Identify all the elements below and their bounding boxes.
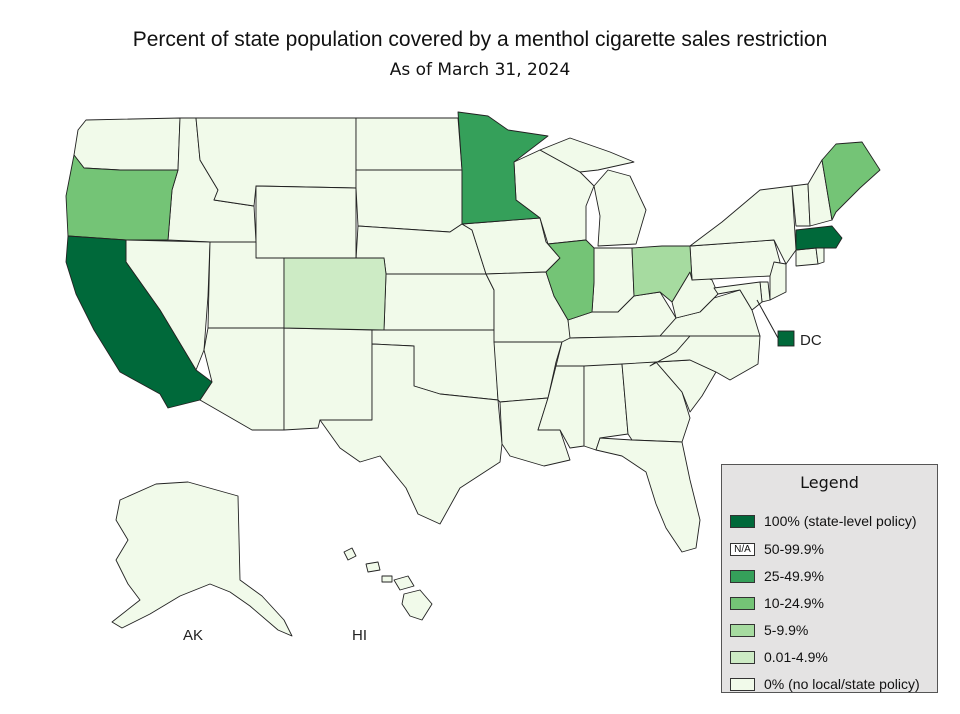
legend-label: 50-99.9% xyxy=(764,541,824,557)
legend-swatch: N/A xyxy=(730,542,755,556)
legend-title: Legend xyxy=(800,473,859,492)
dc-leader-line xyxy=(756,299,779,339)
state-south-dakota xyxy=(355,169,463,233)
legend-swatch xyxy=(730,569,755,583)
state-new-jersey xyxy=(769,261,787,301)
legend-item: 0% (no local/state policy) xyxy=(730,675,920,693)
dc-marker xyxy=(777,330,795,347)
legend-item: 25-49.9% xyxy=(730,567,824,585)
map-subtitle: As of March 31, 2024 xyxy=(389,60,571,80)
state-maryland xyxy=(713,281,763,311)
state-minnesota xyxy=(457,111,549,225)
state-kansas xyxy=(383,273,495,331)
state-illinois xyxy=(545,239,595,321)
state-colorado xyxy=(283,257,387,331)
legend-label: 25-49.9% xyxy=(764,568,824,584)
legend: Legend 100% (state-level policy) N/A 50-99… xyxy=(721,464,938,693)
state-florida xyxy=(595,437,701,553)
state-ohio xyxy=(631,245,693,303)
legend-swatch xyxy=(730,650,755,664)
hi-label: HI xyxy=(352,627,367,644)
state-michigan-lower xyxy=(593,169,647,247)
state-arizona xyxy=(199,327,285,431)
state-north-dakota xyxy=(355,117,463,171)
legend-swatch xyxy=(730,596,755,610)
legend-swatch xyxy=(730,514,755,528)
legend-label: 100% (state-level policy) xyxy=(764,513,917,529)
legend-swatch xyxy=(730,677,755,691)
legend-label: 0.01-4.9% xyxy=(764,649,828,665)
legend-item: 5-9.9% xyxy=(730,621,808,639)
state-vermont xyxy=(791,183,811,227)
dc-label: DC xyxy=(800,332,822,349)
state-michigan-upper xyxy=(539,137,635,173)
state-washington xyxy=(73,117,181,171)
legend-item: 100% (state-level policy) xyxy=(730,512,917,530)
legend-item: 10-24.9% xyxy=(730,594,824,612)
legend-label: 10-24.9% xyxy=(764,595,824,611)
legend-swatch xyxy=(730,623,755,637)
state-hawaii xyxy=(343,547,433,621)
ak-label: AK xyxy=(183,627,203,644)
state-california xyxy=(65,235,213,409)
legend-item: N/A 50-99.9% xyxy=(730,540,824,558)
state-massachusetts xyxy=(795,225,843,251)
state-alabama xyxy=(583,363,629,451)
state-maine xyxy=(821,141,881,221)
legend-item: 0.01-4.9% xyxy=(730,648,828,666)
state-connecticut xyxy=(795,247,819,267)
map-title: Percent of state population covered by a… xyxy=(132,28,828,51)
state-texas xyxy=(319,343,503,525)
legend-label: 0% (no local/state policy) xyxy=(764,676,920,692)
state-north-carolina xyxy=(649,335,761,381)
state-alaska xyxy=(111,481,293,637)
state-wyoming xyxy=(255,185,357,261)
legend-label: 5-9.9% xyxy=(764,622,809,638)
state-new-mexico xyxy=(283,327,373,431)
state-oregon xyxy=(65,154,179,241)
state-new-york xyxy=(689,185,797,265)
state-pennsylvania xyxy=(689,239,781,281)
